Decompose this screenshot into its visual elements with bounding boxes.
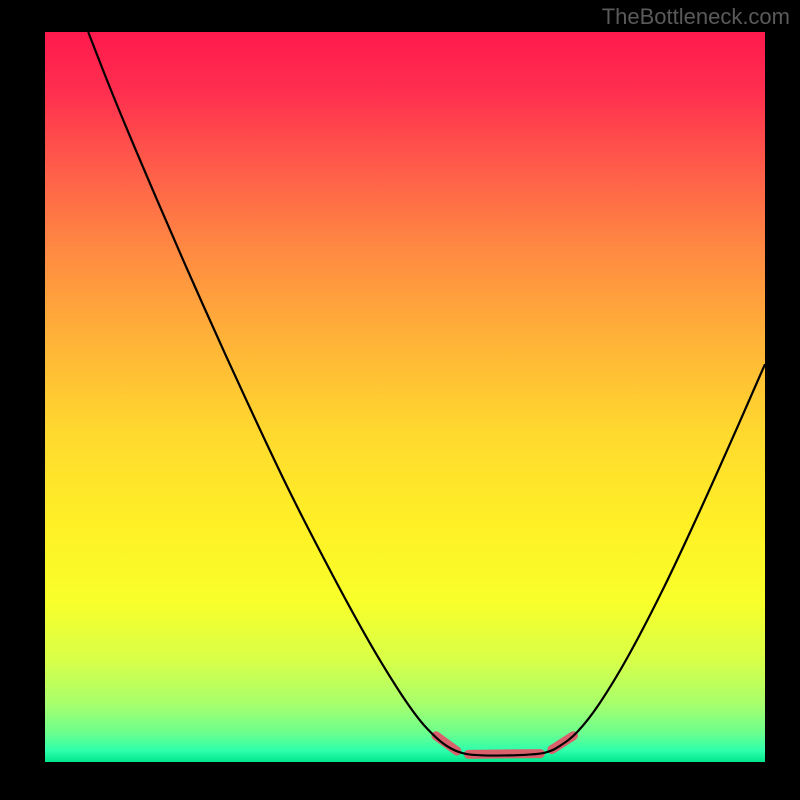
bottleneck-chart	[0, 0, 800, 800]
chart-svg	[0, 0, 800, 800]
watermark-text: TheBottleneck.com	[602, 4, 790, 30]
plot-background	[45, 32, 765, 762]
